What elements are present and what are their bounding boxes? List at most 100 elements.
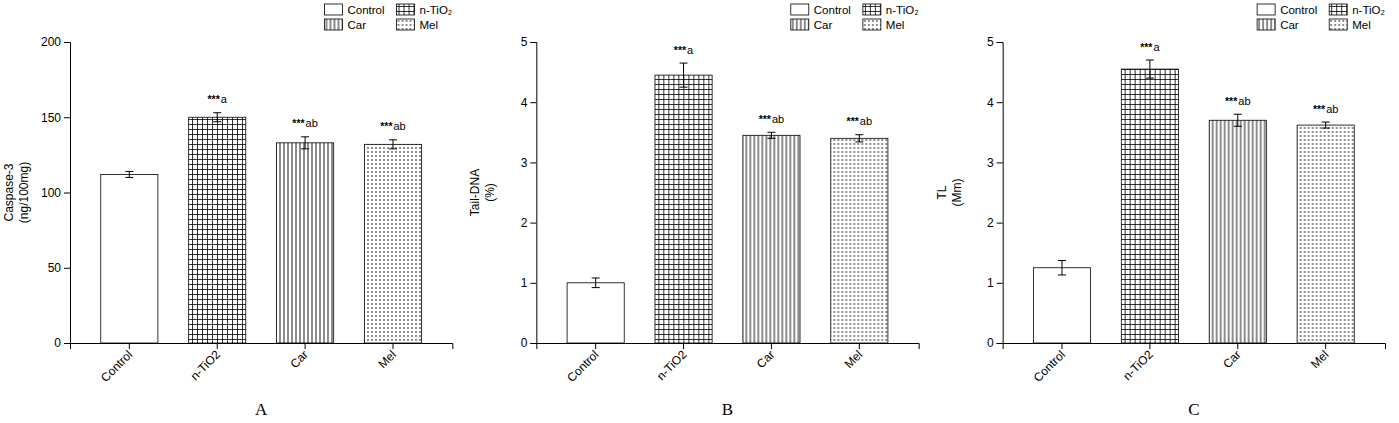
x-tick: n-TiO2	[1120, 343, 1156, 383]
error-bar	[213, 113, 221, 122]
x-tick-mark	[1237, 343, 1238, 349]
annotation: ***ab	[380, 120, 406, 132]
y-axis-title-line: Caspase-3	[2, 163, 16, 221]
legend-item: Control	[791, 4, 851, 16]
y-axis-line	[530, 43, 537, 344]
y-tick: 2	[987, 216, 1003, 230]
x-tick-mark	[129, 343, 130, 349]
y-tick: 5	[521, 35, 537, 49]
x-axis-title: A	[255, 400, 268, 419]
x-tick-label: Mel	[842, 348, 866, 372]
annotations: ***a***ab***ab	[1140, 41, 1338, 115]
annotation: ***ab	[847, 115, 873, 127]
y-axis-title: TL(Mm)	[935, 179, 964, 207]
y-tick: 1	[987, 276, 1003, 290]
legend-item: Mel	[397, 19, 439, 31]
y-axis: 012345	[987, 35, 1003, 350]
x-tick-label: Control	[98, 348, 135, 385]
y-axis-title-line: TL	[935, 185, 949, 199]
annotation-letters: ab	[860, 115, 872, 127]
x-tick-label: Car	[754, 348, 778, 372]
legend-item: n-TiO₂	[1329, 4, 1385, 16]
annotation-letters: ab	[394, 120, 406, 132]
y-tick: 3	[987, 156, 1003, 170]
error-bar	[1322, 122, 1330, 128]
bar	[831, 138, 888, 343]
error-bar-stem	[595, 278, 596, 288]
y-tick-mark	[64, 343, 70, 344]
legend-item: Control	[324, 4, 384, 16]
x-tick: Car	[754, 343, 778, 371]
error-bar-cap	[301, 136, 309, 137]
y-tick-mark	[64, 268, 70, 269]
annotation-letters: a	[1153, 41, 1160, 53]
legend-swatch	[397, 4, 415, 15]
error-bar-cap	[1322, 122, 1330, 123]
y-tick: 0	[521, 336, 537, 350]
x-tick-label: Control	[564, 348, 601, 385]
annotation-stars: ***	[1313, 103, 1326, 115]
y-tick: 200	[41, 35, 70, 49]
annotation-stars: ***	[1140, 41, 1153, 53]
y-tick-label: 0	[54, 336, 61, 350]
chart-svg: 050100150200Controln-TiO2CarMel***a***ab…	[0, 0, 1399, 423]
annotations: ***a***ab***ab	[208, 93, 406, 132]
y-tick-label: 4	[987, 96, 994, 110]
legend-swatch	[324, 4, 342, 15]
error-bar-cap	[680, 63, 688, 64]
annotation-letters: ab	[772, 113, 784, 125]
y-tick-mark	[530, 162, 536, 163]
x-tick-mark	[1149, 343, 1150, 349]
error-bar	[125, 171, 133, 177]
y-tick-mark	[530, 102, 536, 103]
y-tick: 3	[521, 156, 537, 170]
x-tick: Control	[98, 343, 135, 385]
annotation: ***ab	[1313, 103, 1339, 115]
legend-label: n-TiO₂	[420, 4, 453, 16]
marks	[567, 63, 888, 343]
legend-item: Mel	[863, 19, 905, 31]
annotation: ***a	[1140, 41, 1160, 53]
legend-label: Control	[1280, 4, 1317, 16]
error-bar-stem	[771, 132, 772, 138]
annotation-stars: ***	[1225, 95, 1238, 107]
annotation: ***ab	[292, 117, 318, 129]
legend-label: Car	[347, 19, 366, 31]
y-tick-label: 5	[987, 35, 994, 49]
bar	[277, 143, 334, 343]
y-axis-title-line: Tail-DNA	[468, 169, 482, 216]
y-tick: 4	[987, 96, 1003, 110]
y-tick-mark	[997, 162, 1003, 163]
legend-item: Mel	[1329, 19, 1371, 31]
error-bar-cap	[213, 121, 221, 122]
error-bar-stem	[859, 135, 860, 142]
x-tick-label: Car	[287, 348, 311, 372]
y-tick: 5	[987, 35, 1003, 49]
legend-label: Mel	[420, 19, 439, 31]
y-tick-label: 150	[41, 111, 61, 125]
legend-swatch	[791, 4, 809, 15]
error-bar	[1058, 261, 1066, 275]
y-tick: 150	[41, 111, 70, 125]
y-tick-label: 2	[987, 216, 994, 230]
error-bar-stem	[393, 140, 394, 149]
error-bar-cap	[1234, 126, 1242, 127]
error-bar-cap	[767, 132, 775, 133]
y-tick: 100	[41, 186, 70, 200]
legend-swatch	[1257, 4, 1275, 15]
error-bar-stem	[305, 137, 306, 149]
y-tick-mark	[997, 42, 1003, 43]
annotation-stars: ***	[380, 120, 393, 132]
legend: Control n-TiO₂ Car Mel	[324, 4, 452, 31]
error-bar-stem	[1237, 114, 1238, 126]
annotation: ***ab	[759, 113, 785, 125]
y-tick-label: 1	[987, 276, 994, 290]
y-tick-label: 1	[521, 276, 528, 290]
error-bar	[680, 63, 688, 87]
x-tick-mark	[859, 343, 860, 349]
annotation: ***a	[674, 44, 694, 56]
y-axis-line	[997, 43, 1004, 344]
error-bar-stem	[217, 113, 218, 122]
annotation-stars: ***	[847, 115, 860, 127]
x-tick-mark	[305, 343, 306, 349]
